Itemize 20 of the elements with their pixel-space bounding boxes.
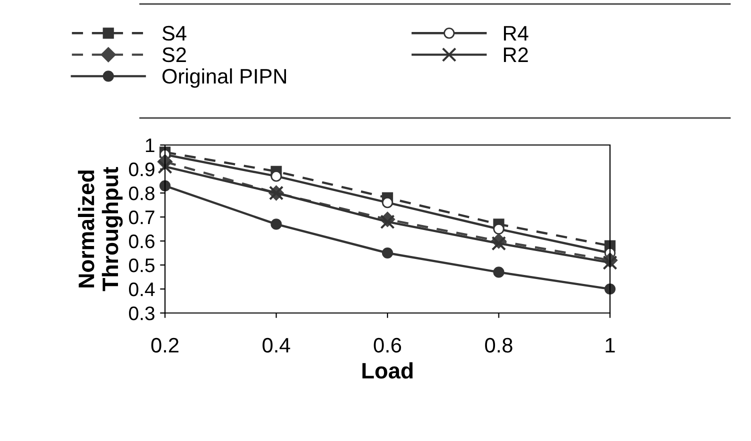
y-tick-label: 0.7 [129, 210, 154, 224]
legend-label: Original PIPN [162, 68, 286, 88]
legend-label: S2 [162, 47, 186, 62]
legend-label: S4 [162, 26, 186, 41]
y-tick-label: 0.3 [129, 306, 154, 320]
x-axis-title: Load [362, 362, 413, 379]
y-tick-label: 1 [146, 138, 154, 152]
x-tick-label: 0.6 [374, 338, 402, 353]
x-tick-label: 0.8 [485, 338, 512, 353]
legend-label: R2 [504, 47, 528, 62]
y-axis-title: Normalized Throughput [78, 166, 123, 292]
y-tick-label: 0.8 [129, 186, 154, 200]
x-tick-label: 1 [606, 338, 615, 352]
y-tick-label: 0.9 [129, 162, 154, 176]
legend-label: R4 [504, 26, 528, 40]
x-tick-label: 0.2 [151, 338, 178, 353]
x-tick-label: 0.4 [262, 338, 290, 353]
y-tick-label: 0.6 [129, 234, 154, 248]
y-tick-label: 0.5 [129, 258, 154, 272]
y-tick-label: 0.4 [129, 282, 155, 296]
